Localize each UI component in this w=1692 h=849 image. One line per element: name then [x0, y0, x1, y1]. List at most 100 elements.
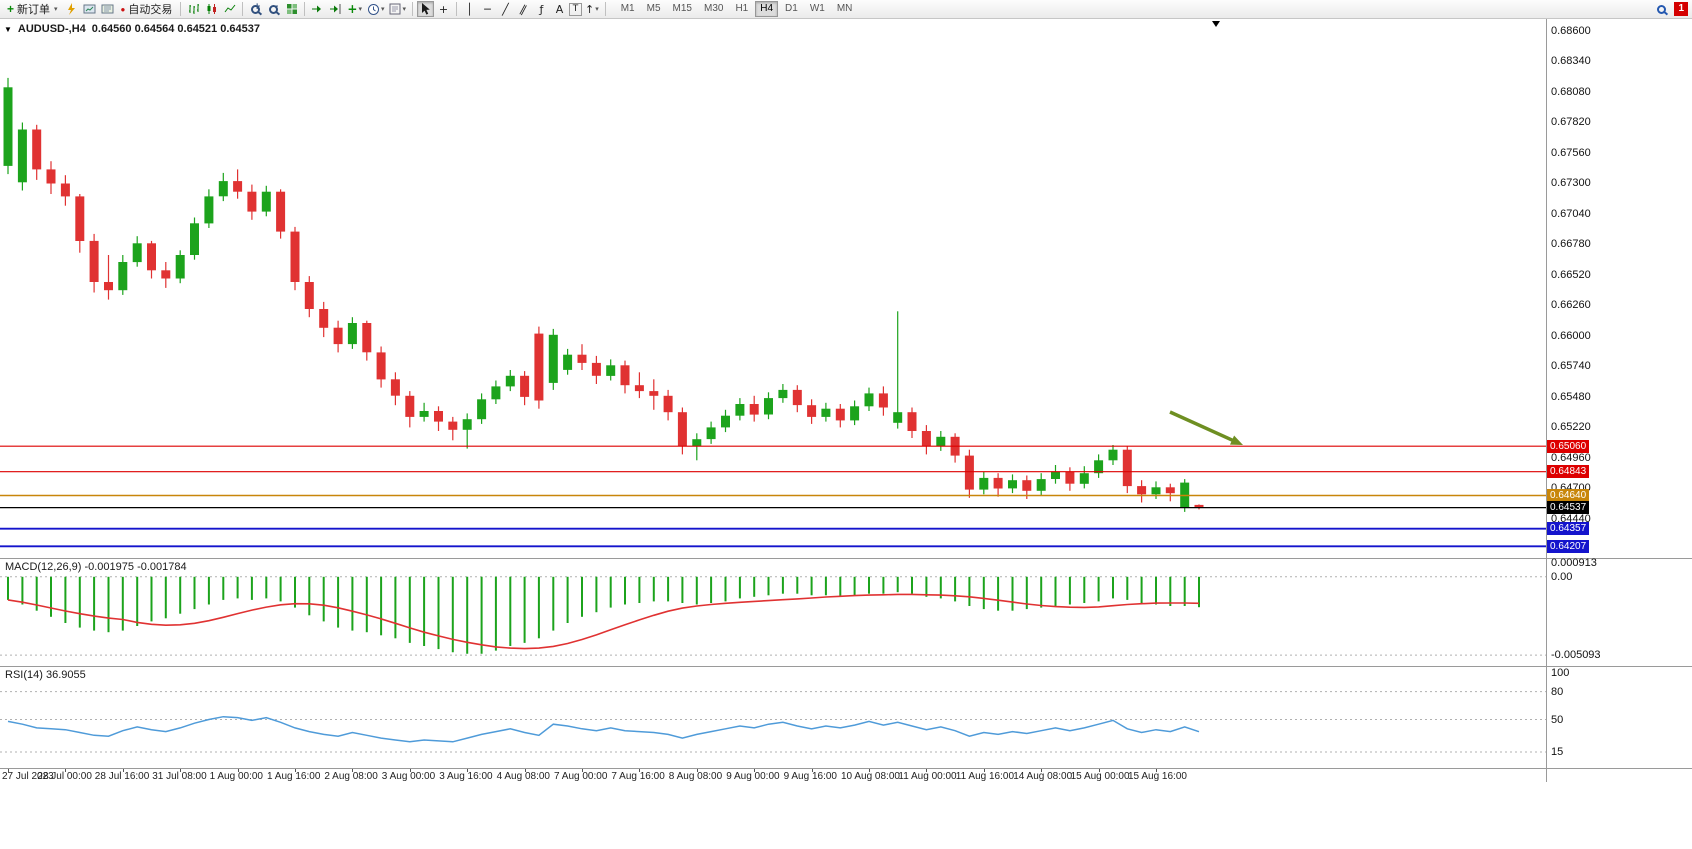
indicators-icon: + — [347, 2, 358, 16]
ohlc-values: 0.64560 0.64564 0.64521 0.64537 — [91, 23, 260, 35]
line-chart-button[interactable] — [221, 1, 238, 17]
zoom-in-button[interactable] — [247, 1, 264, 17]
chart-shift-button[interactable] — [327, 1, 344, 17]
horizontal-line-button[interactable]: ─ — [484, 2, 491, 16]
cursor-icon — [421, 2, 430, 15]
notification-badge[interactable]: 1 — [1674, 2, 1688, 16]
toolbar-separator — [455, 2, 457, 16]
auto-trading-button[interactable]: ● 自动交易 — [117, 1, 177, 18]
time-tick — [524, 769, 526, 772]
price-line-tag[interactable]: 0.64537 — [1547, 501, 1590, 514]
panel-separator[interactable] — [0, 666, 1692, 667]
price-axis-label: 0.67820 — [1551, 116, 1591, 128]
time-axis-label: 9 Aug 00:00 — [726, 771, 780, 782]
time-axis-label: 3 Aug 00:00 — [381, 771, 436, 782]
time-axis[interactable]: 27 Jul 2023 28 Jul 00:00 28 Jul 16:00 31 Ju… — [0, 768, 1692, 782]
text-button[interactable]: A — [555, 2, 564, 16]
time-tick — [926, 769, 928, 772]
time-tick — [1156, 769, 1157, 772]
fibonacci-button[interactable]: ƒ — [539, 2, 544, 16]
text-label-button[interactable]: T — [568, 2, 582, 16]
price-line-tag[interactable]: 0.64843 — [1547, 465, 1590, 478]
zoom-in-icon — [251, 2, 261, 14]
auto-trading-icon: ● — [120, 4, 126, 14]
time-axis-label: 10 Aug 08:00 — [841, 771, 900, 782]
tile-windows-button[interactable] — [283, 1, 300, 17]
arrows-button[interactable]: ↑ ▾ — [583, 1, 601, 17]
time-axis-label: 1 Aug 00:00 — [209, 771, 263, 782]
price-line-tag[interactable]: 0.64357 — [1547, 522, 1590, 535]
timeframe-w1[interactable]: W1 — [809, 3, 825, 14]
timeframe-m1[interactable]: M1 — [620, 3, 635, 14]
time-axis-label: 1 Aug 16:00 — [267, 771, 321, 782]
time-axis-label: 2 Aug 08:00 — [324, 771, 378, 782]
time-axis-label: 9 Aug 16:00 — [783, 771, 837, 782]
timeframe-mn[interactable]: MN — [836, 3, 853, 14]
zoom-out-button[interactable] — [265, 1, 282, 17]
timeframe-h4[interactable]: H4 — [755, 1, 779, 17]
crosshair-button[interactable]: + — [438, 2, 449, 16]
time-tick — [582, 769, 583, 772]
toolbar-separator — [411, 2, 413, 16]
search-button[interactable] — [1653, 1, 1670, 17]
price-chart-canvas[interactable] — [0, 19, 1546, 558]
rsi-canvas[interactable] — [0, 667, 1546, 768]
price-line-tag[interactable]: 0.64207 — [1547, 540, 1590, 553]
time-tick — [1098, 769, 1100, 772]
new-order-icon: + — [7, 2, 15, 16]
macd-axis-label: 0.000913 — [1551, 557, 1597, 569]
price-axis-label: 0.66000 — [1551, 330, 1591, 342]
templates-button[interactable]: ▾ — [387, 1, 408, 17]
one-click-trading-toggle[interactable]: ▼ — [4, 24, 12, 34]
time-tick — [409, 769, 411, 772]
auto-scroll-button[interactable] — [309, 1, 326, 17]
timeframe-h1[interactable]: H1 — [735, 3, 749, 14]
horizontal-lines[interactable] — [0, 445, 1546, 548]
bar-chart-button[interactable] — [185, 1, 202, 17]
timeframe-m15[interactable]: M15 — [672, 3, 692, 14]
price-axis-label: 0.64960 — [1551, 452, 1591, 464]
vertical-line-button[interactable]: │ — [466, 2, 473, 16]
search-icon — [1657, 4, 1667, 14]
data-window-icon[interactable] — [99, 1, 116, 17]
price-axis-label: 0.64440 — [1551, 513, 1591, 525]
timeframe-d1[interactable]: D1 — [785, 3, 798, 14]
price-axis-label: 0.68080 — [1551, 86, 1591, 98]
chart-window: ▼ AUDUSD-,H4 0.64560 0.64564 0.64521 0.6… — [0, 19, 1692, 782]
time-tick — [1041, 769, 1043, 772]
time-tick — [869, 769, 870, 772]
new-order-button[interactable]: + 新订单 ▾ — [3, 1, 62, 18]
panel-separator[interactable] — [0, 558, 1692, 559]
time-tick — [811, 769, 813, 772]
time-tick — [639, 769, 641, 772]
rsi-line — [7, 715, 1200, 743]
macd-label: MACD(12,26,9) -0.001975 -0.001784 — [5, 561, 187, 573]
price-line-tag[interactable]: 0.64640 — [1547, 489, 1590, 502]
chart-shift-marker-icon — [1212, 21, 1220, 27]
price-axis-label: 0.66520 — [1551, 269, 1591, 281]
price-axis-label: 0.65480 — [1551, 391, 1591, 403]
periods-button[interactable]: ▾ — [365, 1, 387, 17]
indicators-button[interactable]: + ▾ — [345, 1, 364, 17]
equidistant-channel-button[interactable]: ∥ — [518, 1, 529, 17]
time-axis-label: 28 Jul 16:00 — [94, 771, 150, 782]
candlestick-chart-button[interactable] — [203, 1, 220, 17]
candles — [3, 77, 1204, 512]
price-line-tag[interactable]: 0.65060 — [1547, 440, 1590, 453]
toolbar: + 新订单 ▾ ● 自动交易 +▾ ▾ ▾ + │ ─ ╱ ∥ ƒ A T ↑▾… — [0, 0, 1692, 19]
timeframe-toolbar: M1 M5 M15 M30 H1 H4 D1 W1 MN — [616, 1, 858, 17]
price-axis-label: 0.68600 — [1551, 25, 1591, 37]
price-axis-label: 0.66780 — [1551, 238, 1591, 250]
timeframe-m5[interactable]: M5 — [646, 3, 661, 14]
timeframe-m30[interactable]: M30 — [703, 3, 724, 14]
toolbar-separator — [604, 2, 606, 16]
cursor-button[interactable] — [416, 1, 434, 17]
time-axis-label: 7 Aug 16:00 — [611, 771, 665, 782]
trendline-button[interactable]: ╱ — [502, 2, 509, 16]
macd-canvas[interactable] — [0, 559, 1546, 666]
metaeditor-icon[interactable] — [63, 1, 80, 17]
market-watch-icon[interactable] — [81, 1, 98, 17]
price-axis-label: 0.64700 — [1551, 482, 1591, 494]
trend-arrow[interactable] — [1169, 410, 1243, 445]
axis-separator — [1546, 19, 1547, 782]
